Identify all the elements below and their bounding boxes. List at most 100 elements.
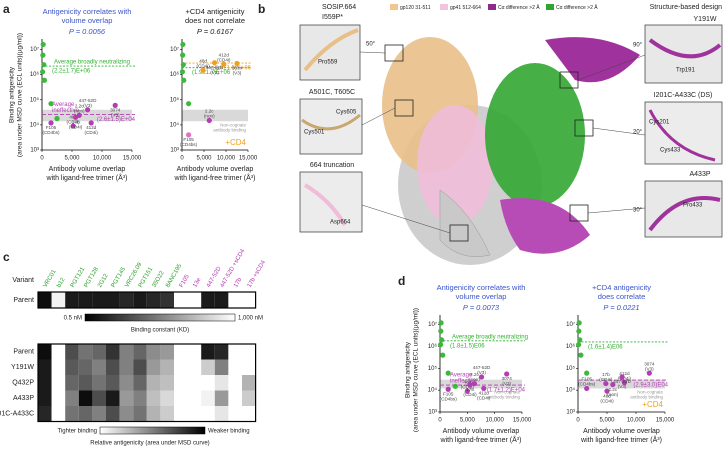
heatmap-cell [242, 359, 256, 375]
x-tick-label: 15,000 [123, 156, 142, 162]
p-value: P = 0.0221 [603, 303, 639, 312]
heatmap-cell [119, 344, 134, 360]
point-label: 17b [72, 120, 80, 125]
heatmap-cell [201, 406, 215, 422]
legend-label: Cα difference >2 Å [556, 4, 598, 11]
heatmap-cell [51, 359, 66, 375]
average-value: (1.8±1.5)E06 [450, 343, 485, 349]
x-tick-label: 5,000 [599, 418, 615, 424]
inset-title: A433P [689, 171, 710, 178]
residue-label: Pro433 [683, 203, 703, 209]
heatmap-frame [37, 291, 257, 309]
heatmap-cell [92, 359, 106, 375]
y-tick-label: 10⁵ [428, 365, 438, 372]
x-tick-label: 5,000 [196, 156, 212, 162]
point-label: (V3) [645, 366, 654, 371]
point-label: 2.2c [75, 104, 84, 109]
band [42, 109, 132, 122]
point-label: 412d [86, 125, 97, 130]
heatmap-cell [242, 344, 256, 360]
plot-title: volume overlap [456, 292, 507, 301]
construct-name: SOSIP.664 [322, 4, 356, 11]
panel-label: b [258, 2, 265, 16]
point-label: 3074 [502, 376, 513, 381]
heatmap-cell [214, 406, 229, 422]
residue-label: Cys605 [336, 110, 357, 116]
connector [592, 127, 646, 136]
heatmap-cell [38, 359, 52, 375]
row-label: Q432P [12, 380, 34, 387]
heatmap-cell [65, 406, 79, 422]
data-point [577, 337, 583, 343]
column-label: b12 [56, 277, 67, 289]
row-header: Variant [12, 277, 34, 284]
residue-label: Cys501 [304, 130, 325, 136]
data-point [48, 101, 54, 107]
x-axis-label: Antibody volume overlap [443, 428, 520, 435]
colorbar-label: Tighter binding [58, 429, 97, 435]
x-tick-label: 10,000 [217, 156, 236, 162]
data-point [234, 60, 240, 67]
heatmap-cell [65, 375, 79, 391]
x-tick-label: 10,000 [485, 418, 504, 424]
data-point [478, 374, 485, 380]
point-label: 447-52D [473, 365, 491, 370]
heatmap-cell [201, 292, 215, 308]
x-axis-label: with ligand-free trimer (Å³) [580, 435, 662, 444]
point-label: F105 [183, 137, 194, 142]
legend-label: gp41 512-664 [450, 5, 481, 11]
connector [587, 207, 646, 214]
data-point [40, 52, 46, 58]
data-point [440, 352, 446, 358]
x-tick-label: 0 [576, 418, 580, 424]
band-label: antibody binding [213, 127, 246, 132]
data-point [576, 320, 582, 326]
inset [299, 171, 363, 233]
data-point [438, 320, 444, 326]
heatmap-cell [228, 344, 242, 360]
data-point [186, 101, 192, 107]
inset-ribbon [648, 196, 721, 232]
inset-ribbon [648, 109, 716, 162]
heatmap-cell [201, 359, 215, 375]
point-label: 3074 [110, 108, 121, 113]
data-point [576, 328, 582, 334]
heatmap-cell [119, 292, 134, 308]
heatmap-cell [201, 344, 215, 360]
legend-label: Cα difference >2 Å [498, 4, 540, 11]
antigenicity-colorbar [99, 426, 206, 435]
column-label: 447-52D +sCD4 [220, 248, 247, 289]
point-label: 17b [602, 372, 610, 377]
heatmap-cell [187, 292, 202, 308]
heatmap-cell [228, 359, 242, 375]
column-label: 35O22 [152, 270, 167, 289]
x-axis-label: Antibody volume overlap [583, 428, 660, 435]
heatmap-cell [92, 344, 106, 360]
data-point [584, 385, 590, 392]
colorbar-title: Relative antigenicity (area under MSD cu… [90, 441, 209, 447]
row-label: Parent [13, 349, 34, 356]
heatmap-frame [37, 343, 257, 423]
colorbar-title: Binding constant (KD) [131, 328, 189, 334]
data-point [437, 342, 444, 348]
point-label: (CD4i) [599, 377, 613, 382]
band [182, 109, 248, 122]
inset-ribbon [303, 183, 347, 227]
heatmap-cell [160, 390, 174, 406]
point-label: (CD4i) [461, 384, 475, 389]
x-tick-label: 0 [438, 418, 442, 424]
y-axis-label: (area under MSD curve (ECL units)(µg/ml)… [17, 33, 24, 157]
residue-label: Pro559 [318, 60, 338, 66]
y-tick-label: 10⁶ [428, 343, 438, 350]
heatmap-cell [242, 292, 256, 308]
heatmap-cell [228, 406, 242, 422]
connector [577, 54, 646, 81]
inset-title: I201C-A433C (DS) [654, 92, 713, 99]
data-point [48, 120, 54, 126]
point-label: 48d [603, 393, 611, 398]
p-value: P = 0.0073 [463, 303, 500, 312]
heatmap-cell [92, 292, 106, 308]
heatmap-cell [133, 390, 147, 406]
heatmap-cell [187, 406, 202, 422]
